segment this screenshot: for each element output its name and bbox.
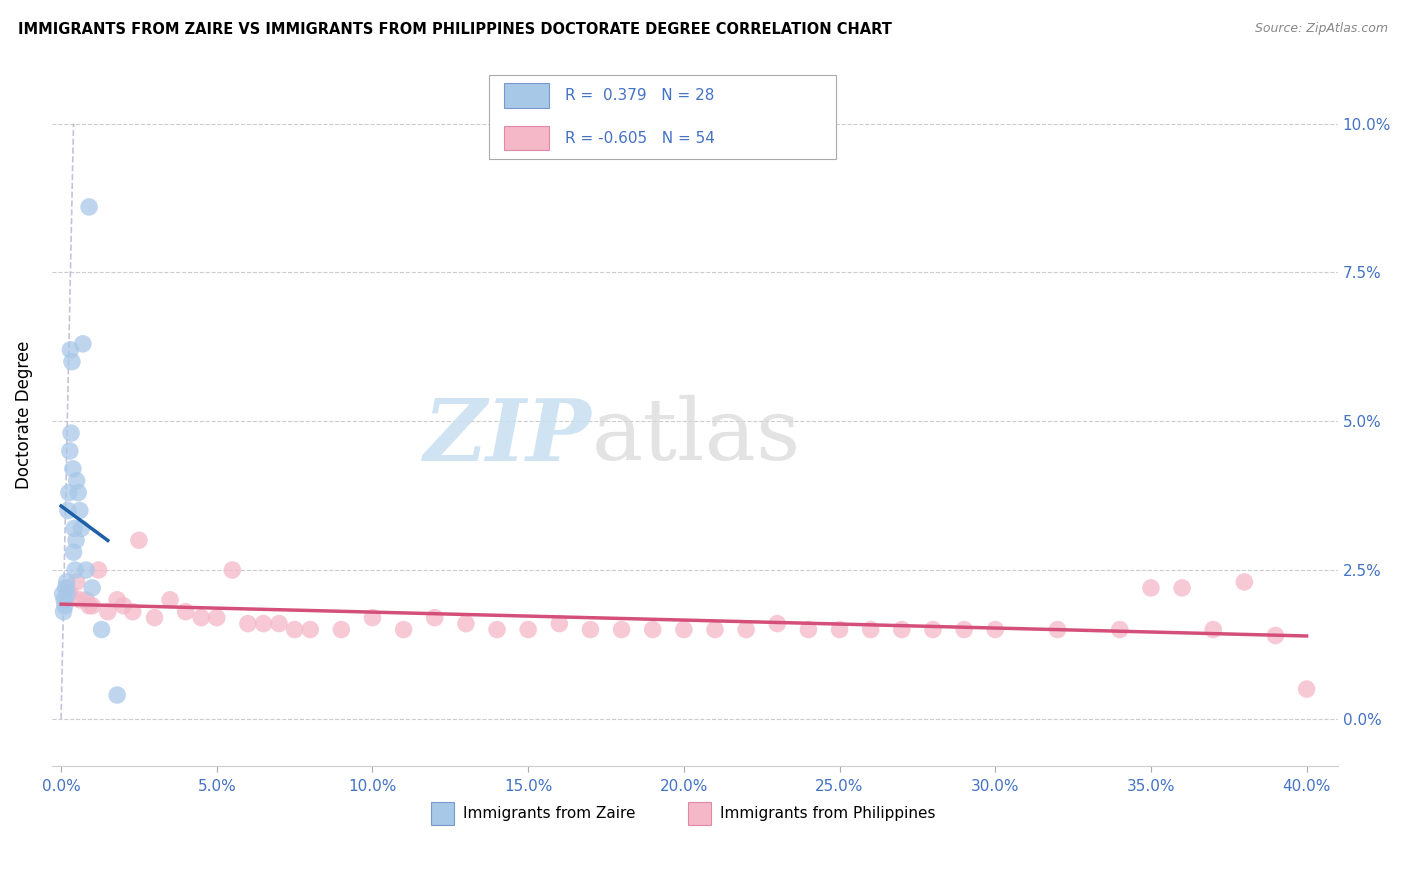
- Point: [299, 623, 322, 637]
- Point: [766, 616, 789, 631]
- Text: IMMIGRANTS FROM ZAIRE VS IMMIGRANTS FROM PHILIPPINES DOCTORATE DEGREE CORRELATIO: IMMIGRANTS FROM ZAIRE VS IMMIGRANTS FROM…: [18, 22, 893, 37]
- Point: [66, 474, 89, 488]
- Text: Immigrants from Philippines: Immigrants from Philippines: [720, 806, 936, 821]
- Point: [62, 545, 84, 559]
- Point: [1202, 623, 1225, 637]
- Point: [704, 623, 727, 637]
- Point: [1295, 682, 1317, 697]
- Point: [797, 623, 820, 637]
- FancyBboxPatch shape: [432, 802, 454, 825]
- Point: [392, 623, 415, 637]
- FancyBboxPatch shape: [489, 75, 837, 159]
- Point: [1171, 581, 1194, 595]
- Point: [284, 623, 307, 637]
- Point: [105, 592, 128, 607]
- Point: [82, 581, 104, 595]
- Point: [610, 623, 633, 637]
- Point: [330, 623, 353, 637]
- Text: R = -0.605   N = 54: R = -0.605 N = 54: [565, 130, 714, 145]
- Point: [82, 599, 104, 613]
- Point: [1108, 623, 1130, 637]
- Point: [53, 592, 76, 607]
- Point: [63, 521, 86, 535]
- Point: [486, 623, 509, 637]
- Point: [548, 616, 571, 631]
- Point: [72, 336, 94, 351]
- Point: [59, 444, 82, 458]
- Point: [423, 610, 446, 624]
- Point: [75, 592, 97, 607]
- Point: [252, 616, 274, 631]
- Point: [97, 605, 120, 619]
- Point: [60, 426, 83, 441]
- Point: [112, 599, 135, 613]
- Point: [361, 610, 384, 624]
- Point: [735, 623, 758, 637]
- Point: [63, 563, 86, 577]
- Point: [1140, 581, 1163, 595]
- Point: [517, 623, 540, 637]
- Point: [60, 354, 83, 368]
- Point: [52, 587, 75, 601]
- Point: [205, 610, 228, 624]
- Point: [70, 521, 93, 535]
- Point: [641, 623, 664, 637]
- Point: [267, 616, 290, 631]
- Point: [190, 610, 212, 624]
- Point: [90, 623, 112, 637]
- Point: [59, 587, 82, 601]
- Text: Immigrants from Zaire: Immigrants from Zaire: [463, 806, 636, 821]
- Point: [53, 599, 76, 613]
- Point: [75, 563, 97, 577]
- Point: [52, 605, 75, 619]
- Point: [579, 623, 602, 637]
- Point: [454, 616, 477, 631]
- Point: [65, 533, 87, 548]
- Point: [105, 688, 128, 702]
- Text: ZIP: ZIP: [425, 394, 592, 478]
- Point: [143, 610, 166, 624]
- Point: [922, 623, 945, 637]
- Point: [121, 605, 143, 619]
- FancyBboxPatch shape: [689, 802, 711, 825]
- Point: [159, 592, 181, 607]
- Point: [174, 605, 197, 619]
- Y-axis label: Doctorate Degree: Doctorate Degree: [15, 341, 32, 490]
- Point: [77, 599, 100, 613]
- Point: [859, 623, 882, 637]
- Point: [890, 623, 912, 637]
- Point: [672, 623, 695, 637]
- Point: [56, 581, 79, 595]
- Point: [128, 533, 150, 548]
- Point: [58, 485, 80, 500]
- Point: [221, 563, 243, 577]
- Point: [55, 581, 77, 595]
- Text: R =  0.379   N = 28: R = 0.379 N = 28: [565, 87, 714, 103]
- Point: [77, 200, 100, 214]
- Point: [69, 503, 91, 517]
- Point: [1233, 574, 1256, 589]
- Point: [828, 623, 851, 637]
- Point: [1264, 628, 1286, 642]
- Point: [62, 462, 84, 476]
- Point: [984, 623, 1007, 637]
- Text: Source: ZipAtlas.com: Source: ZipAtlas.com: [1254, 22, 1388, 36]
- Point: [87, 563, 110, 577]
- FancyBboxPatch shape: [505, 83, 550, 108]
- Point: [236, 616, 259, 631]
- Point: [69, 592, 91, 607]
- Point: [953, 623, 976, 637]
- Point: [55, 574, 77, 589]
- Point: [59, 343, 82, 357]
- Point: [56, 587, 79, 601]
- FancyBboxPatch shape: [505, 126, 550, 151]
- Point: [66, 574, 89, 589]
- Point: [56, 503, 79, 517]
- Point: [1046, 623, 1069, 637]
- Text: atlas: atlas: [592, 395, 801, 478]
- Point: [67, 485, 90, 500]
